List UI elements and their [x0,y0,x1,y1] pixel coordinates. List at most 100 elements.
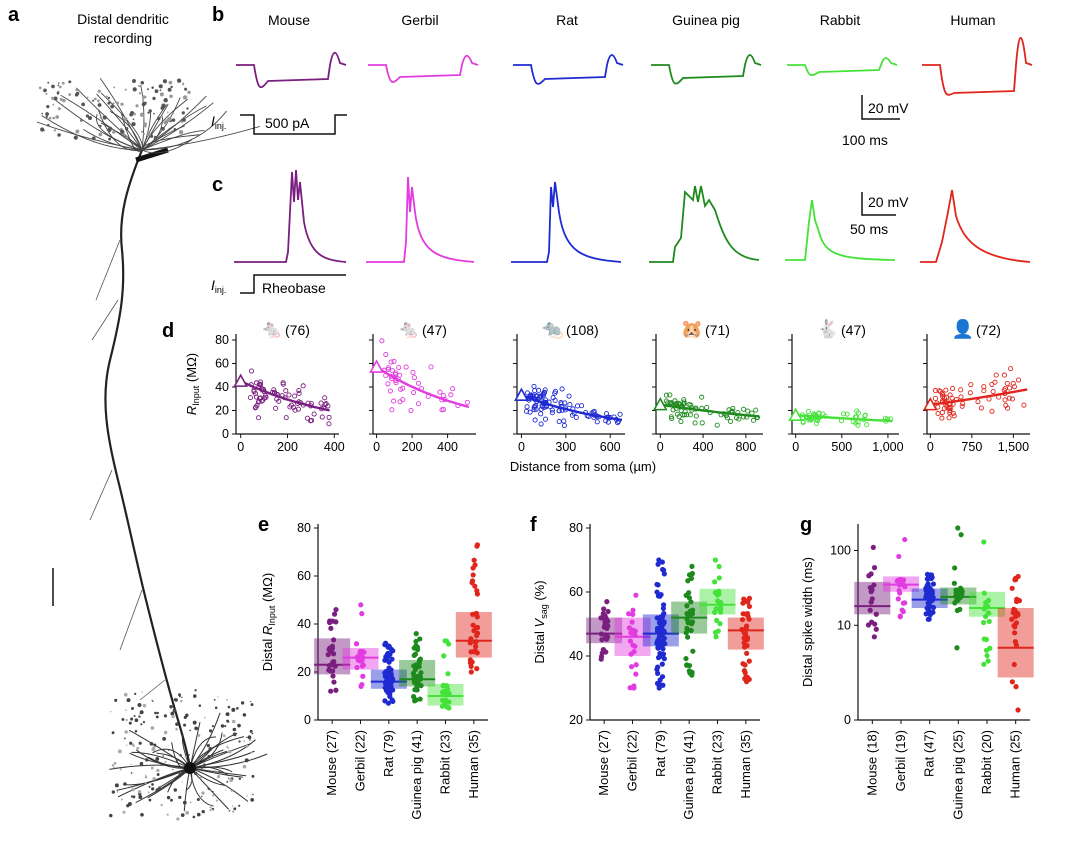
box-point [714,617,720,623]
d-point [252,390,258,397]
d-point [950,410,956,416]
box-point [633,662,639,668]
box-point [359,658,365,664]
basal-spine [196,797,200,801]
d-point [280,380,286,386]
d-point [524,390,531,396]
basal-spine [155,715,159,719]
box-point [1013,620,1020,626]
basal-spine [117,749,122,754]
d-soma-marker [788,407,804,421]
basal-branch [189,767,214,807]
basal-spine [155,757,160,761]
basal-spine [145,758,149,762]
d-point [939,415,945,421]
basal-spine [114,783,119,788]
panel-a-title-1: Distal dendritic [77,11,169,27]
panel-label-g: g [800,514,812,536]
basal-spine [185,713,189,717]
basal-spine [192,815,196,819]
box-point [661,656,667,662]
d-point [542,387,548,393]
basal-spine [126,698,131,703]
box-point [328,688,334,694]
basal-spine [141,691,143,693]
tuft-spine [87,116,93,121]
box-category-label: Rat (79) [653,730,668,777]
basal-spine [134,730,138,733]
species-icon-mouse: 🐁 [261,319,283,339]
box-point [444,638,450,644]
box-point [902,600,908,606]
box-point [983,647,990,653]
basal-spine [250,751,253,754]
basal-spine [229,770,231,773]
tuft-branch [141,116,163,151]
box-point [984,603,990,609]
d-point [943,387,949,393]
panel-f-ylabel: Distal Vsag (%) [532,580,549,663]
basal-spine [170,798,173,802]
box-point [958,532,964,538]
d-point [935,410,941,417]
box-point [743,625,749,631]
box-point [468,663,474,669]
basal-spine [144,782,147,785]
basal-spine [185,810,190,815]
d-point [295,406,302,412]
basal-spine [152,777,156,781]
basal-spine [175,727,178,731]
tuft-spine [81,102,86,107]
basal-spine [194,726,199,731]
basal-spine [123,692,128,697]
tuft-spine [40,127,45,132]
box-point [713,606,719,612]
box-point [867,607,873,613]
box-point [684,625,690,631]
d-point [840,411,847,417]
box-point [632,643,638,649]
tuft-spine [91,136,96,141]
d-point [252,405,258,411]
basal-spine [201,791,205,795]
box-point [981,590,987,596]
tuft-spine [57,84,60,87]
box-point [688,627,694,634]
box-point [413,631,419,637]
d-soma-marker [233,373,249,387]
tuft-spine [154,89,159,94]
d-point [733,415,740,421]
box-point [683,630,689,636]
d-point [257,382,263,388]
tuft-spine [132,79,136,83]
box-point [741,596,747,602]
basal-spine [156,768,160,773]
d-point [530,393,536,399]
basal-spine [137,790,142,794]
d-point [255,399,261,405]
basal-spine [166,795,171,800]
basal-spine [211,724,215,728]
d-point [862,413,868,419]
species-header-rat: Rat [556,12,578,28]
d-point [944,405,950,411]
d-point [247,395,253,401]
basal-spine [131,787,135,792]
d-point [950,385,956,392]
panel-label-f: f [530,514,537,536]
box-point [655,582,661,588]
basal-spine [230,789,233,792]
tuft-spine [158,84,163,89]
box-point [739,626,745,633]
box-point [930,581,937,587]
tuft-branch [141,126,260,151]
panel-label-c: c [212,174,223,196]
box-point [387,691,393,697]
basal-spine [202,763,206,767]
tuft-spine [135,104,139,108]
basal-spine [213,769,216,772]
box-point [713,634,719,640]
box-point [331,611,338,617]
box-point [333,687,339,693]
basal-spine [138,795,143,800]
